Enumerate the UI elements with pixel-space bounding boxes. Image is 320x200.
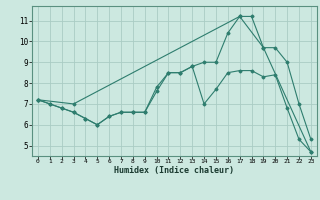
X-axis label: Humidex (Indice chaleur): Humidex (Indice chaleur) bbox=[115, 166, 234, 175]
